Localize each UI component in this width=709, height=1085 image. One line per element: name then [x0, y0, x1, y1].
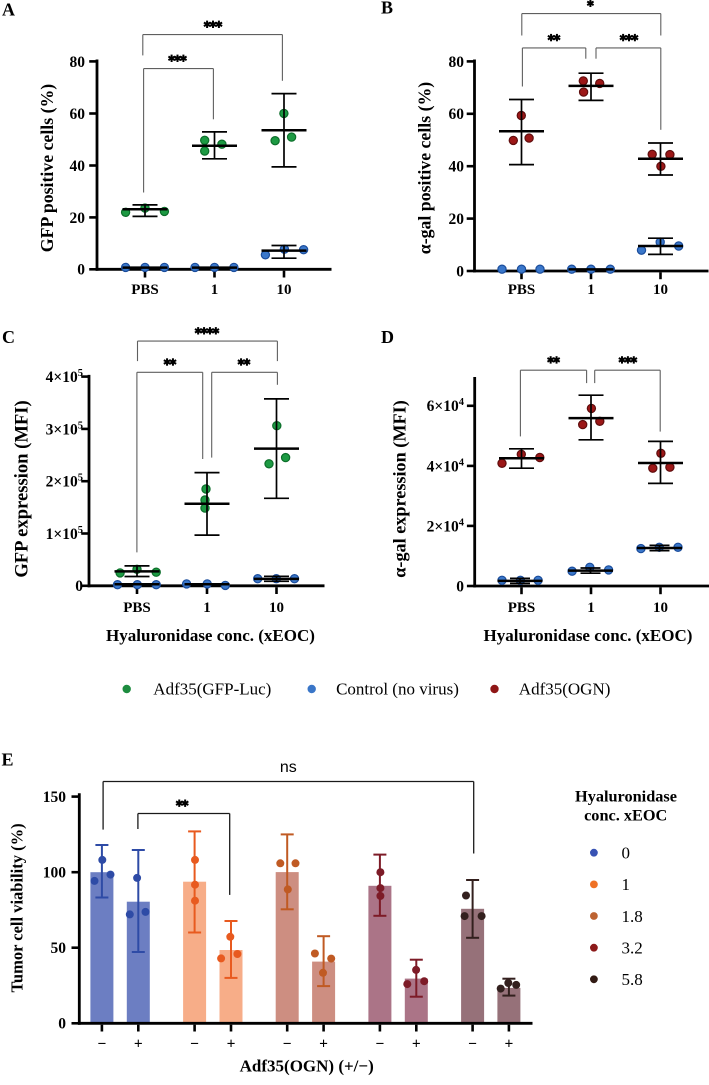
svg-text:3×105: 3×105	[46, 420, 83, 438]
svg-text:1: 1	[203, 600, 211, 616]
svg-text:80: 80	[449, 54, 465, 71]
svg-text:6×104: 6×104	[427, 397, 465, 415]
svg-text:GFP positive cells (%): GFP positive cells (%)	[37, 84, 58, 252]
svg-text:Hyaluronidase: Hyaluronidase	[575, 787, 677, 806]
svg-text:1: 1	[211, 282, 219, 298]
svg-text:1.8: 1.8	[622, 907, 643, 926]
svg-text:α-gal positive cells (%): α-gal positive cells (%)	[415, 82, 436, 254]
svg-text:Adf35(OGN) (+/−): Adf35(OGN) (+/−)	[240, 1057, 374, 1076]
svg-text:150: 150	[43, 789, 67, 806]
svg-text:1×105: 1×105	[46, 525, 83, 543]
svg-text:−: −	[375, 1036, 384, 1053]
svg-text:PBS: PBS	[508, 600, 536, 616]
svg-text:Control (no virus): Control (no virus)	[336, 679, 459, 698]
svg-text:Tumor cell viability (%): Tumor cell viability (%)	[7, 823, 26, 992]
svg-text:A: A	[2, 0, 15, 19]
svg-text:10: 10	[277, 282, 292, 298]
svg-text:10: 10	[653, 600, 668, 616]
svg-text:+: +	[134, 1036, 143, 1053]
svg-text:α-gal expression (MFI): α-gal expression (MFI)	[390, 400, 411, 578]
svg-text:GFP expression (MFI): GFP expression (MFI)	[12, 400, 33, 577]
svg-text:B: B	[381, 0, 393, 17]
svg-text:20: 20	[449, 211, 465, 228]
svg-text:D: D	[381, 327, 394, 347]
svg-text:Hyaluronidase conc. (xEOC): Hyaluronidase conc. (xEOC)	[106, 626, 315, 645]
svg-text:0: 0	[75, 578, 83, 595]
svg-text:10: 10	[653, 282, 668, 298]
svg-text:Adf35(OGN): Adf35(OGN)	[519, 679, 611, 698]
svg-text:+: +	[227, 1036, 236, 1053]
svg-text:E: E	[2, 750, 14, 770]
svg-text:−: −	[97, 1036, 106, 1053]
svg-text:Hyaluronidase conc. (xEOC): Hyaluronidase conc. (xEOC)	[484, 626, 693, 645]
svg-text:C: C	[2, 327, 15, 347]
svg-text:conc. xEOC: conc. xEOC	[584, 805, 667, 824]
svg-text:10: 10	[269, 600, 284, 616]
svg-text:3.2: 3.2	[622, 939, 643, 958]
svg-text:+: +	[319, 1036, 328, 1053]
svg-text:4×104: 4×104	[427, 457, 465, 475]
svg-text:100: 100	[43, 865, 67, 882]
svg-text:0: 0	[456, 263, 464, 280]
svg-text:40: 40	[70, 158, 86, 175]
svg-text:2×105: 2×105	[46, 473, 83, 491]
svg-text:0: 0	[456, 578, 464, 595]
svg-text:1: 1	[622, 875, 631, 894]
svg-text:50: 50	[51, 940, 67, 957]
svg-text:+: +	[504, 1036, 513, 1053]
svg-text:5.8: 5.8	[622, 970, 643, 989]
svg-text:0: 0	[622, 844, 631, 863]
svg-text:+: +	[412, 1036, 421, 1053]
svg-text:−: −	[468, 1036, 477, 1053]
svg-text:1: 1	[587, 282, 595, 298]
svg-text:20: 20	[70, 210, 86, 227]
svg-text:2×104: 2×104	[427, 517, 465, 535]
svg-text:60: 60	[70, 106, 86, 123]
svg-text:60: 60	[449, 106, 465, 123]
svg-text:−: −	[283, 1036, 292, 1053]
svg-text:1: 1	[587, 600, 595, 616]
svg-text:−: −	[190, 1036, 199, 1053]
svg-text:PBS: PBS	[123, 600, 151, 616]
svg-text:0: 0	[77, 262, 85, 279]
svg-text:80: 80	[70, 54, 86, 71]
svg-text:40: 40	[449, 159, 465, 176]
svg-text:4×105: 4×105	[46, 368, 83, 386]
svg-text:Adf35(GFP-Luc): Adf35(GFP-Luc)	[153, 679, 271, 698]
svg-text:0: 0	[58, 1016, 66, 1033]
svg-text:ns: ns	[280, 759, 297, 776]
svg-text:PBS: PBS	[131, 282, 159, 298]
svg-text:PBS: PBS	[508, 282, 536, 298]
